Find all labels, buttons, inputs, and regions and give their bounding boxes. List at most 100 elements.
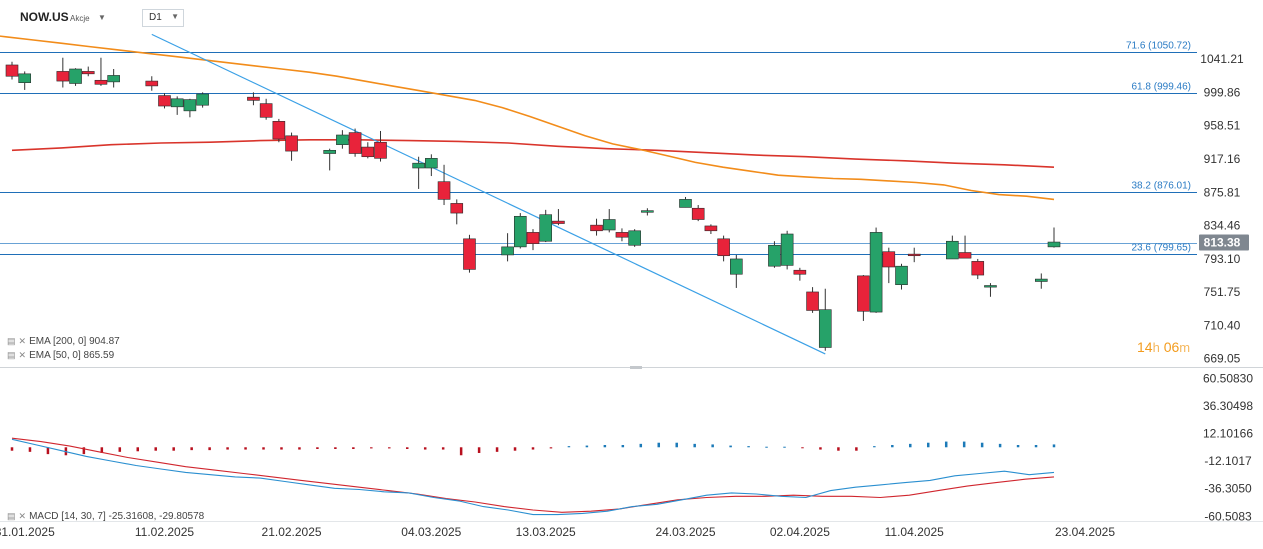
candle <box>94 57 108 86</box>
symbol-dropdown-icon[interactable]: ▼ <box>98 13 106 22</box>
current-price-badge-bg <box>1199 234 1249 251</box>
candle <box>552 209 565 226</box>
date-tick-label: 13.03.2025 <box>516 525 576 539</box>
candle <box>145 76 159 91</box>
trendline-segment <box>151 33 826 355</box>
candle <box>81 66 95 77</box>
macd-histogram-bar <box>208 447 211 451</box>
macd-histogram-bar <box>531 447 535 450</box>
timeframe-select[interactable]: D1 ▼ <box>142 9 184 27</box>
candle-body-down <box>463 238 476 270</box>
macd-histogram-bar <box>46 447 50 455</box>
candle <box>285 132 298 161</box>
macd-histogram-bar <box>423 447 427 450</box>
timeframe-value: D1 <box>149 12 162 23</box>
date-tick-label: 11.04.2025 <box>885 525 944 539</box>
candle-body-up <box>895 265 908 286</box>
ema50-line <box>0 35 1055 201</box>
macd-histogram-bar <box>765 446 768 448</box>
candle-body-down <box>56 71 70 82</box>
price-axis: 1041.21 999.86 958.51 917.16 875.81 834.46 793… <box>1200 52 1244 366</box>
macd-histogram-bar <box>657 442 661 448</box>
date-tick-label: 31.01.2025 <box>0 525 55 539</box>
macd-histogram-bar <box>334 447 337 449</box>
macd-histogram-bar <box>405 447 409 449</box>
candle-body-down <box>806 291 819 311</box>
trendline[interactable] <box>151 33 826 355</box>
candle-body-down <box>691 207 705 220</box>
macd-histogram-bar <box>747 446 750 448</box>
macd-histogram-bar <box>100 447 104 453</box>
macd-histogram-bar <box>603 445 607 448</box>
candle <box>247 92 260 106</box>
macd-histogram-bar <box>477 447 481 453</box>
candle-body-up <box>501 246 514 256</box>
candle-body-up <box>768 244 781 267</box>
close-icon[interactable]: ✕ <box>18 511 27 521</box>
price-tick-label: 669.05 <box>1204 352 1241 366</box>
candle-body-up <box>602 219 616 231</box>
macd-pane <box>10 437 1056 516</box>
candle <box>857 275 870 321</box>
macd-histogram-bar <box>154 447 157 451</box>
macd-histogram-bar <box>621 445 625 448</box>
macd-histogram-bar <box>10 447 14 451</box>
fib-level-label: 71.6 (1050.72) <box>1126 41 1191 52</box>
macd-histogram-bar <box>226 447 229 450</box>
candle-body-down <box>247 96 260 101</box>
macd-histogram-bar <box>118 447 122 452</box>
date-tick-label: 23.04.2025 <box>1055 525 1115 539</box>
ema50-legend[interactable]: ▤ ✕ EMA [50, 0] 865.59 <box>7 350 114 361</box>
candle <box>730 254 743 288</box>
candle-body-up <box>730 258 743 275</box>
settings-icon[interactable]: ▤ <box>7 511 16 521</box>
fib-level-label: 23.6 (799.65) <box>1132 243 1192 254</box>
candle-body-down <box>272 121 286 140</box>
candle <box>425 154 438 177</box>
candle <box>882 247 896 284</box>
countdown-minutes: 06 <box>1163 339 1180 355</box>
candle <box>818 288 832 351</box>
close-icon[interactable]: ✕ <box>18 336 27 346</box>
macd-histogram-bar <box>388 447 391 449</box>
candle-body-down <box>793 269 807 275</box>
fib-level-label: 61.8 (999.46) <box>1132 82 1192 93</box>
date-tick-label: 02.04.2025 <box>770 525 830 539</box>
ema200-line <box>11 139 1055 168</box>
macd-tick-label: 12.10166 <box>1203 426 1253 440</box>
macd-legend[interactable]: ▤ ✕ MACD [14, 30, 7] -25.31608, -29.80578 <box>7 511 204 522</box>
macd-histogram-bar <box>190 447 193 451</box>
candle <box>1034 273 1048 289</box>
candle <box>539 209 553 243</box>
price-tick-label: 710.40 <box>1204 318 1241 332</box>
candle-body-up <box>1034 278 1048 282</box>
close-icon[interactable]: ✕ <box>18 350 27 360</box>
candle <box>170 96 184 115</box>
settings-icon[interactable]: ▤ <box>7 350 16 360</box>
candle-body-down <box>615 232 629 238</box>
candle-body-down <box>971 261 985 276</box>
candle-body-up <box>412 162 425 169</box>
candle <box>323 148 336 171</box>
candle-body-up <box>183 99 197 112</box>
macd-histogram-bar <box>262 447 265 450</box>
chart-header: NOW.US Akcje ▼ D1 ▼ <box>0 0 1263 30</box>
macd-histogram-bar <box>837 447 840 451</box>
macd-tick-label: -60.5083 <box>1204 509 1252 523</box>
macd-axis: 60.50830 36.30498 12.10166 -12.1017 -36.3050… <box>1203 371 1253 523</box>
candle <box>641 208 654 216</box>
candle-body-down <box>81 71 95 75</box>
moving-averages <box>0 35 1055 201</box>
price-tick-label: 834.46 <box>1204 219 1241 233</box>
price-tick-label: 917.16 <box>1204 152 1241 166</box>
candle <box>628 229 641 247</box>
candle <box>895 263 908 290</box>
candle-body-up <box>984 285 997 288</box>
macd-histogram-bar <box>819 447 822 450</box>
symbol-name[interactable]: NOW.US <box>20 10 69 24</box>
settings-icon[interactable]: ▤ <box>7 336 16 346</box>
ema200-legend[interactable]: ▤ ✕ EMA [200, 0] 904.87 <box>7 336 120 347</box>
macd-histogram-bar <box>998 443 1002 448</box>
candle-body-up <box>336 134 349 145</box>
